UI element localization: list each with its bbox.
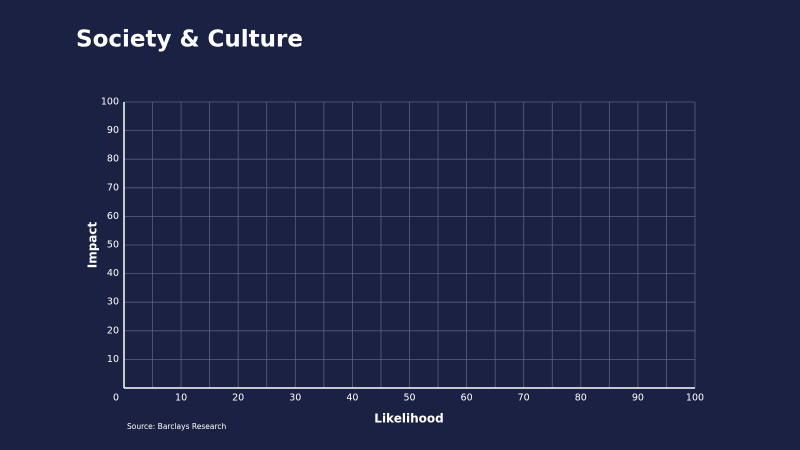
x-tick-label: 0 [113, 393, 119, 404]
x-tick-label: 40 [346, 393, 358, 404]
x-tick-label: 70 [518, 393, 530, 404]
x-tick-label: 10 [175, 393, 187, 404]
y-tick-label: 70 [107, 182, 119, 193]
y-tick-label: 80 [107, 154, 119, 165]
y-tick-label: 40 [107, 268, 119, 279]
x-tick-label: 20 [232, 393, 244, 404]
y-tick-label: 100 [101, 97, 119, 108]
y-tick-label: 50 [107, 240, 119, 251]
y-tick-label: 10 [107, 354, 119, 365]
y-tick-label: 20 [107, 325, 119, 336]
x-tick-label: 80 [575, 393, 587, 404]
x-tick-label: 100 [686, 393, 704, 404]
x-axis-label: Likelihood [374, 412, 443, 426]
y-axis-label: Impact [86, 221, 100, 268]
source-note: Source: Barclays Research [127, 422, 227, 431]
x-tick-label: 30 [289, 393, 301, 404]
x-tick-label: 90 [632, 393, 644, 404]
y-tick-label: 90 [107, 125, 119, 136]
chart-title: Society & Culture [76, 27, 303, 53]
x-tick-label: 50 [403, 393, 415, 404]
y-tick-label: 60 [107, 211, 119, 222]
y-tick-label: 30 [107, 297, 119, 308]
x-tick-label: 60 [461, 393, 473, 404]
